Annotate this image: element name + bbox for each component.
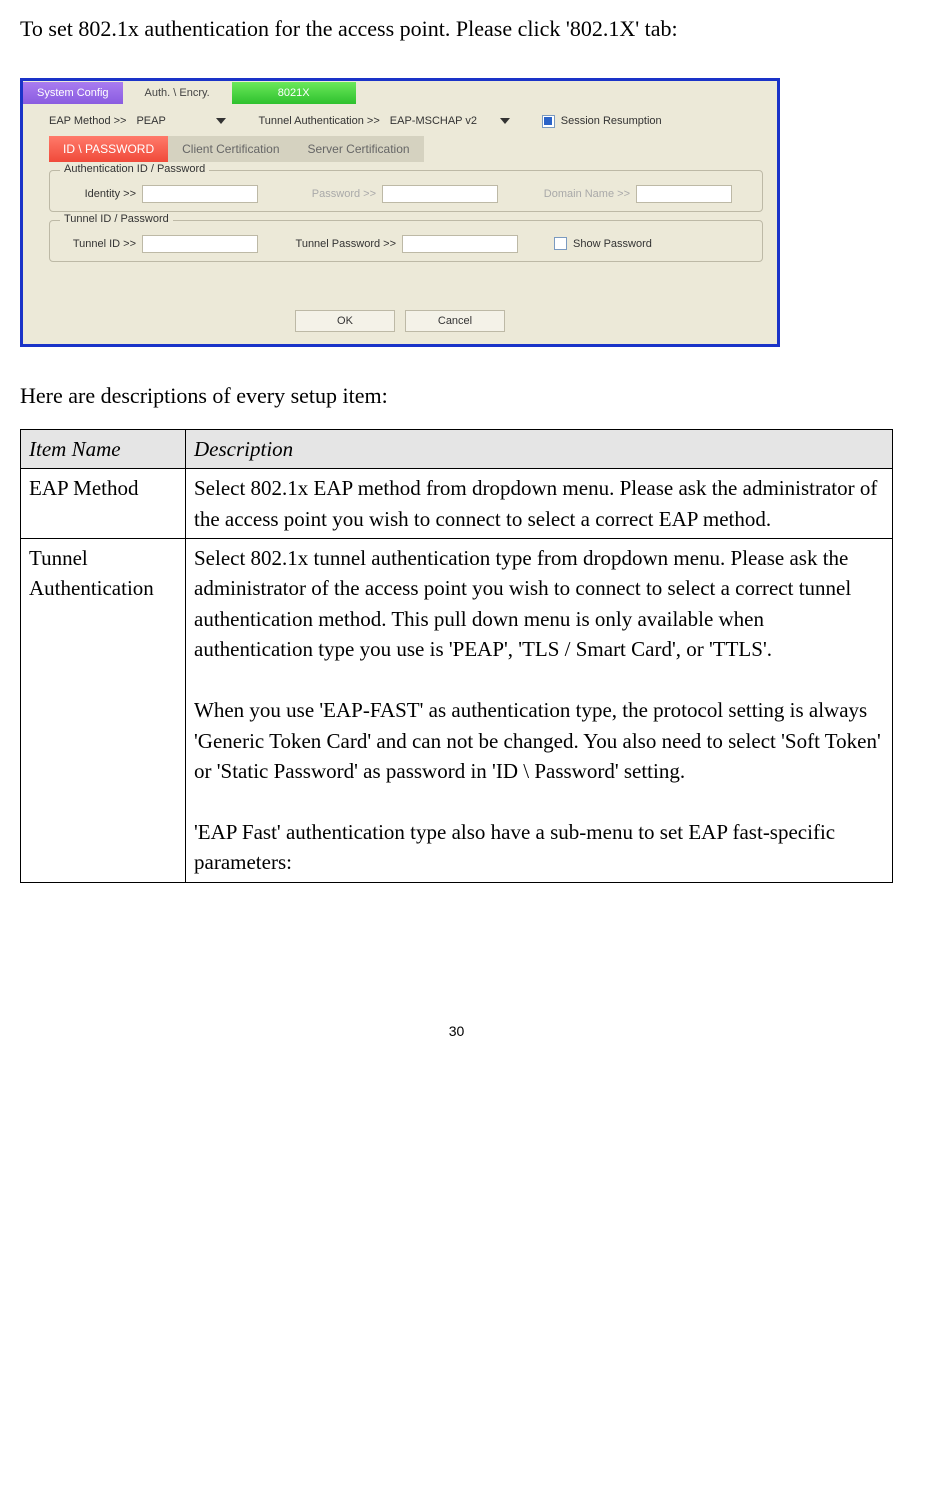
col-description: Description <box>186 429 893 468</box>
dialog-button-row: OK Cancel <box>23 300 777 344</box>
auth-id-password-group: Authentication ID / Password Identity >>… <box>49 170 763 212</box>
subtab-id-password[interactable]: ID \ PASSWORD <box>49 136 168 162</box>
tunnel-id-label: Tunnel ID >> <box>60 238 136 250</box>
subtab-server-cert[interactable]: Server Certification <box>294 136 424 162</box>
cancel-button[interactable]: Cancel <box>405 310 505 332</box>
tunnel-auth-value: EAP-MSCHAP v2 <box>390 115 490 127</box>
tab-8021x[interactable]: 8021X <box>232 82 356 104</box>
tunnel-password-label: Tunnel Password >> <box>284 238 396 250</box>
subtab-client-cert[interactable]: Client Certification <box>168 136 293 162</box>
tunnel-auth-label: Tunnel Authentication >> <box>258 115 379 127</box>
chevron-down-icon <box>216 118 226 124</box>
cell-item-name: Tunnel Authentication <box>21 539 186 883</box>
cell-description: Select 802.1x EAP method from dropdown m… <box>186 469 893 539</box>
col-item-name: Item Name <box>21 429 186 468</box>
tunnel-auth-select[interactable]: EAP-MSCHAP v2 <box>386 115 514 127</box>
eap-row: EAP Method >> PEAP Tunnel Authentication… <box>23 105 777 136</box>
domain-name-input[interactable] <box>636 185 732 203</box>
password-input[interactable] <box>382 185 498 203</box>
table-row: EAP MethodSelect 802.1x EAP method from … <box>21 469 893 539</box>
top-tab-bar: System Config Auth. \ Encry. 8021X <box>23 81 777 105</box>
sub-tab-bar: ID \ PASSWORD Client Certification Serve… <box>23 136 777 162</box>
chevron-down-icon <box>500 118 510 124</box>
eap-method-value: PEAP <box>136 115 206 127</box>
tab-auth-encry[interactable]: Auth. \ Encry. <box>123 82 232 104</box>
show-password-label: Show Password <box>573 238 652 250</box>
tunnel-id-password-group: Tunnel ID / Password Tunnel ID >> Tunnel… <box>49 220 763 262</box>
cell-description: Select 802.1x tunnel authentication type… <box>186 539 893 883</box>
session-resumption-label: Session Resumption <box>561 115 662 127</box>
tunnel-group-legend: Tunnel ID / Password <box>60 213 173 225</box>
show-password-checkbox[interactable] <box>554 237 567 250</box>
config-dialog: System Config Auth. \ Encry. 8021X EAP M… <box>20 78 780 347</box>
page-number: 30 <box>20 1023 893 1039</box>
table-intro: Here are descriptions of every setup ite… <box>20 383 893 409</box>
identity-label: Identity >> <box>60 188 136 200</box>
eap-method-label: EAP Method >> <box>49 115 126 127</box>
setup-items-table: Item Name Description EAP MethodSelect 8… <box>20 429 893 883</box>
intro-text: To set 802.1x authentication for the acc… <box>20 14 893 44</box>
ok-button[interactable]: OK <box>295 310 395 332</box>
tab-system-config[interactable]: System Config <box>23 82 123 104</box>
domain-name-label: Domain Name >> <box>530 188 630 200</box>
tunnel-id-input[interactable] <box>142 235 258 253</box>
auth-group-legend: Authentication ID / Password <box>60 163 209 175</box>
session-resumption-checkbox[interactable] <box>542 115 555 128</box>
identity-input[interactable] <box>142 185 258 203</box>
tunnel-password-input[interactable] <box>402 235 518 253</box>
eap-method-select[interactable]: PEAP <box>132 115 230 127</box>
password-label: Password >> <box>300 188 376 200</box>
table-row: Tunnel AuthenticationSelect 802.1x tunne… <box>21 539 893 883</box>
cell-item-name: EAP Method <box>21 469 186 539</box>
